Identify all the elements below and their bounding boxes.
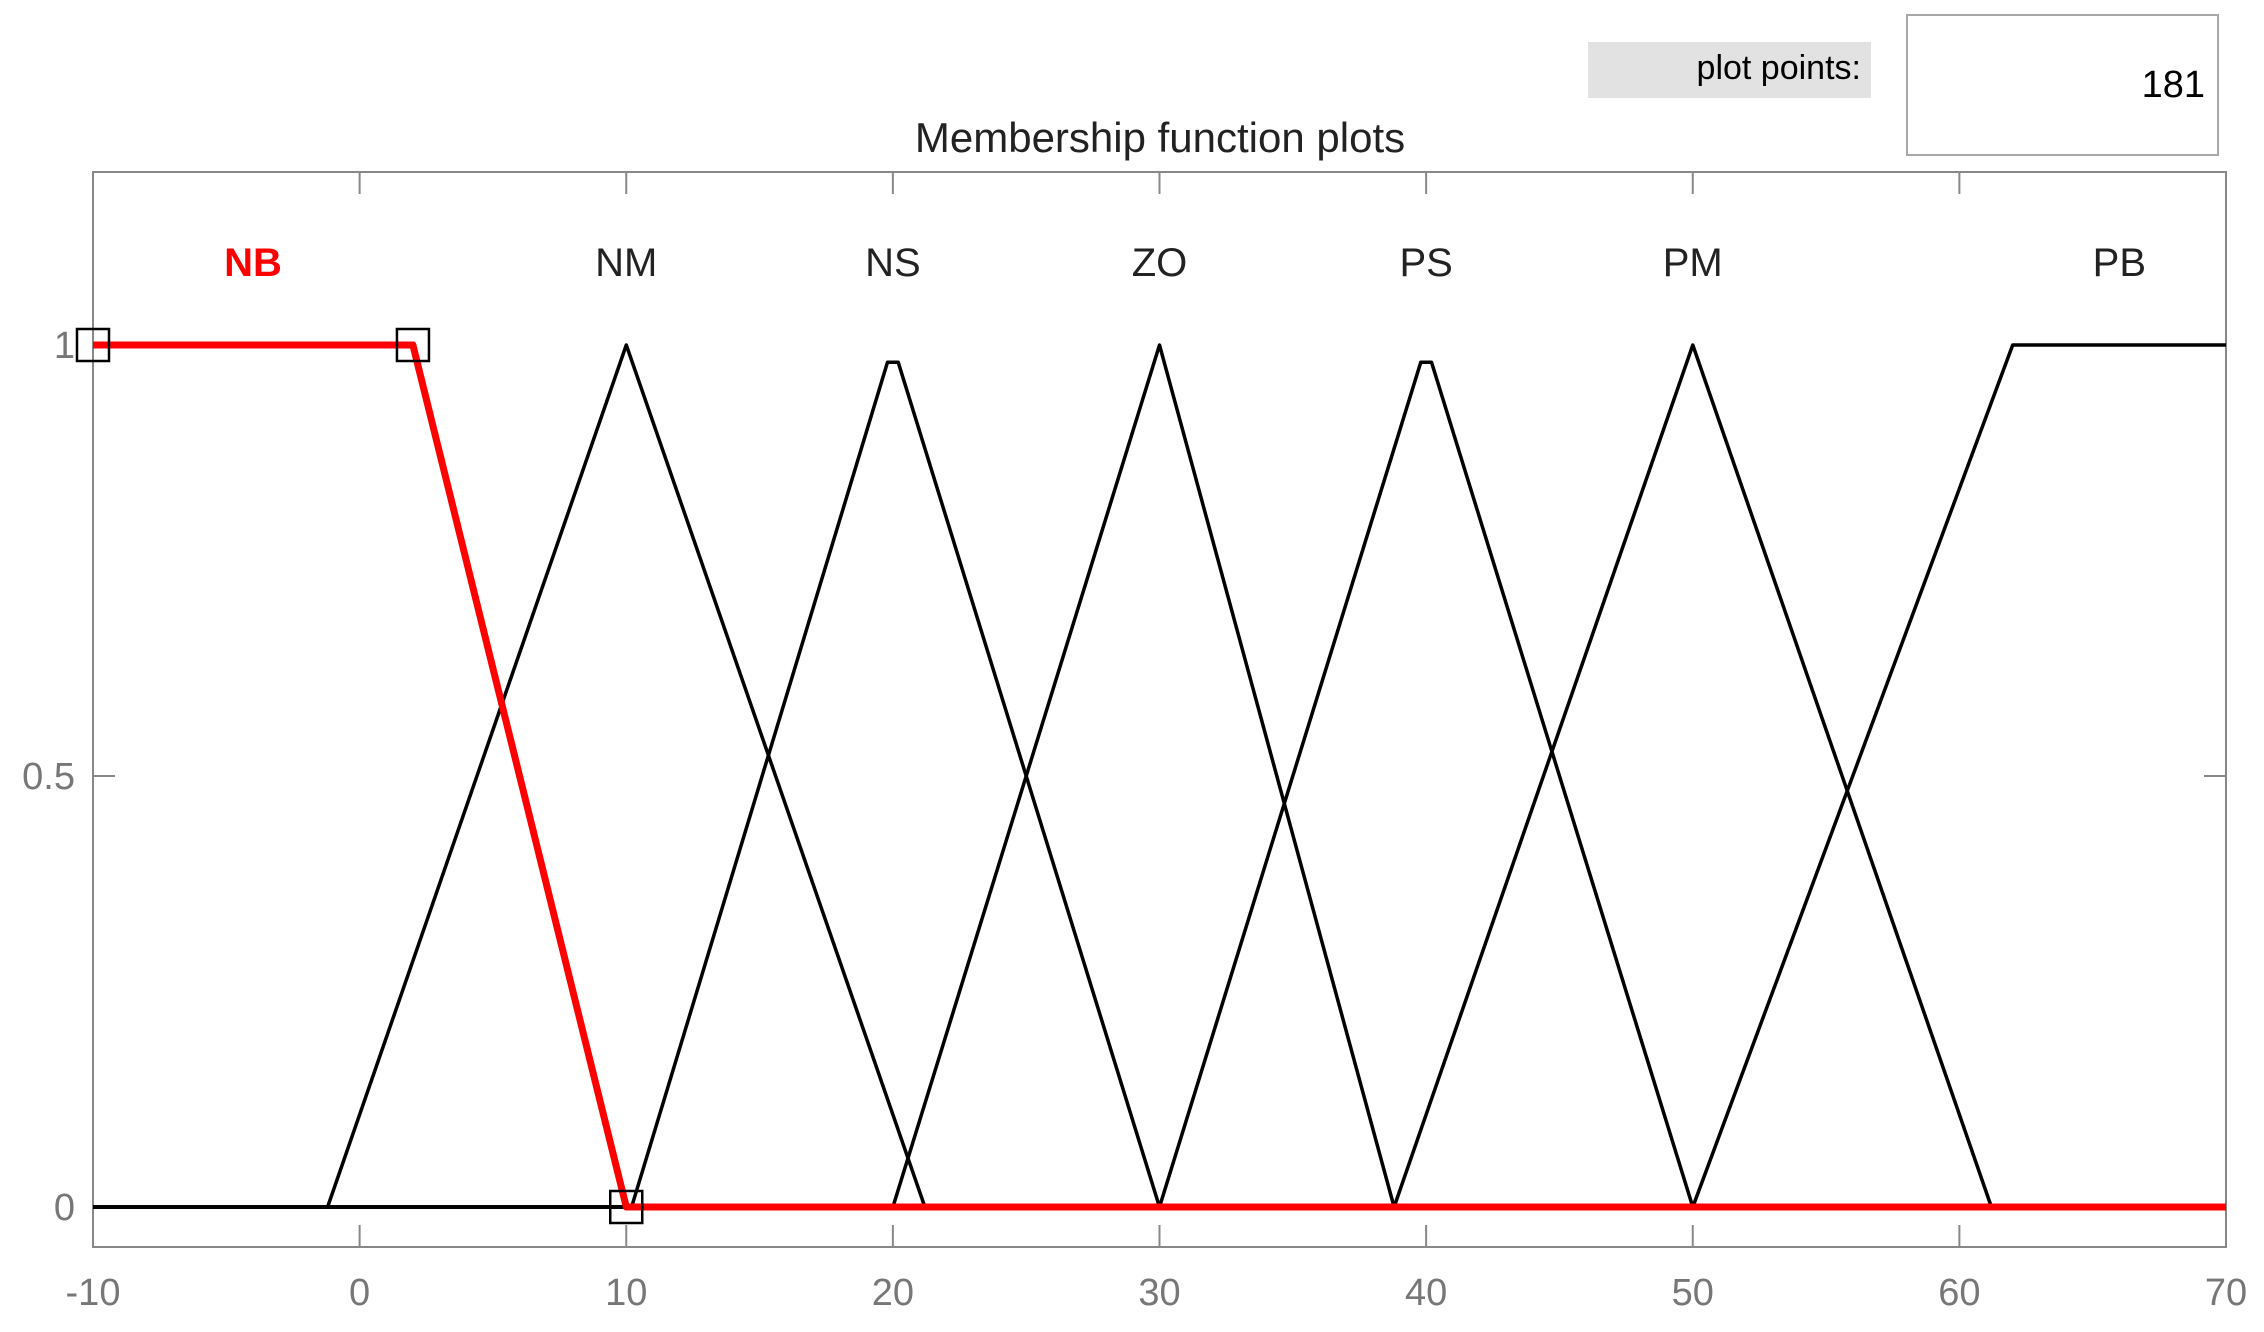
x-tick-label: 0	[349, 1272, 370, 1314]
chart-title: Membership function plots	[915, 114, 1405, 161]
x-tick-label: 30	[1138, 1272, 1180, 1314]
plot-points-input[interactable]: 181	[1906, 14, 2219, 156]
membership-function-labels[interactable]: NB NM NS ZO PS PM PB	[224, 241, 2146, 285]
mf-label-ps[interactable]: PS	[1399, 241, 1452, 285]
y-tick-label: 0	[54, 1187, 75, 1229]
mf-label-pm[interactable]: PM	[1663, 241, 1723, 285]
membership-curves[interactable]	[93, 341, 2226, 1211]
axis-tick-labels: -10 0 10 20 30 40 50 60 70 0 0.5 1	[22, 325, 2247, 1314]
vertex-handles[interactable]	[75, 327, 644, 1225]
x-tick-label: 70	[2205, 1272, 2247, 1314]
plot-points-label: plot points:	[1588, 42, 1871, 98]
mf-label-nm[interactable]: NM	[595, 241, 657, 285]
y-tick-label: 1	[54, 325, 75, 367]
x-tick-label: 40	[1405, 1272, 1447, 1314]
vertex-handle-0[interactable]	[75, 327, 111, 363]
mf-label-ns[interactable]: NS	[865, 241, 921, 285]
y-tick-label: 0.5	[22, 756, 75, 798]
mf-curve-nb[interactable]	[93, 341, 2226, 1211]
x-tick-label: -10	[66, 1272, 121, 1314]
mf-label-zo[interactable]: ZO	[1132, 241, 1188, 285]
x-tick-label: 20	[872, 1272, 914, 1314]
plot-area[interactable]	[92, 171, 2227, 1248]
x-tick-label: 10	[605, 1272, 647, 1314]
mf-label-pb[interactable]: PB	[2093, 241, 2146, 285]
vertex-handle-2[interactable]	[609, 1189, 644, 1225]
axis-ticks	[92, 172, 2227, 1247]
x-tick-label: 60	[1938, 1272, 1980, 1314]
vertex-handle-1[interactable]	[395, 327, 431, 363]
x-tick-label: 50	[1672, 1272, 1714, 1314]
mf-label-nb[interactable]: NB	[224, 241, 282, 285]
